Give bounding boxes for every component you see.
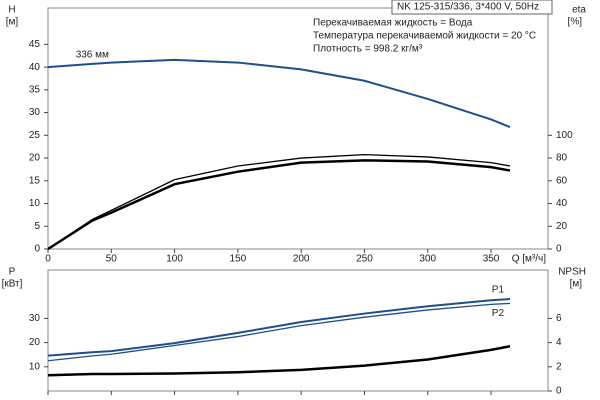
y2-axis-unit: [м] bbox=[570, 279, 583, 290]
x-axis-label: Q [м³/ч] bbox=[512, 254, 547, 265]
y-tick-label: 25 bbox=[29, 130, 41, 141]
y-axis-unit: [м] bbox=[6, 17, 19, 28]
series-label: P1 bbox=[492, 285, 505, 296]
y2-axis-label: NPSH bbox=[558, 267, 586, 278]
x-tick-label: 350 bbox=[483, 254, 500, 265]
x-tick-label: 300 bbox=[419, 254, 436, 265]
series-line bbox=[47, 302, 511, 362]
y2-tick-label: 2 bbox=[556, 361, 562, 372]
y-tick-label: 45 bbox=[29, 39, 41, 50]
y-tick-label: 20 bbox=[29, 337, 41, 348]
y2-tick-label: 80 bbox=[556, 153, 568, 164]
annotation: Температура перекачиваемой жидкости = 20… bbox=[313, 31, 536, 42]
y-axis-label: P bbox=[9, 267, 16, 278]
y2-tick-label: 0 bbox=[556, 386, 562, 397]
series-line bbox=[47, 153, 511, 250]
y2-tick-label: 40 bbox=[556, 198, 568, 209]
chart-title: NK 125-315/336, 3*400 V, 50Hz bbox=[397, 2, 539, 13]
y2-tick-label: 100 bbox=[556, 130, 573, 141]
y-tick-label: 30 bbox=[29, 313, 41, 324]
x-tick-label: 0 bbox=[45, 254, 51, 265]
series-label: 336 мм bbox=[76, 50, 109, 61]
y-axis-label: H bbox=[8, 5, 15, 16]
y2-axis-label: eta bbox=[572, 5, 586, 16]
y2-axis-unit: [%] bbox=[568, 17, 583, 28]
y-tick-label: 35 bbox=[29, 84, 41, 95]
x-tick-label: 50 bbox=[106, 254, 118, 265]
y2-tick-label: 0 bbox=[556, 244, 562, 255]
y2-tick-label: 20 bbox=[556, 221, 568, 232]
annotation: Перекачиваемая жидкость = Вода bbox=[313, 18, 473, 29]
y2-tick-label: 6 bbox=[556, 313, 562, 324]
y2-tick-label: 60 bbox=[556, 175, 568, 186]
title-box bbox=[391, 0, 553, 15]
series-line bbox=[47, 345, 511, 377]
plot-frame bbox=[47, 269, 549, 392]
plot-frame bbox=[47, 7, 549, 250]
series-line bbox=[47, 298, 511, 357]
series-label: P2 bbox=[492, 308, 505, 319]
y-tick-label: 15 bbox=[29, 175, 41, 186]
y-tick-label: 10 bbox=[29, 198, 41, 209]
y2-tick-label: 4 bbox=[556, 337, 562, 348]
y-tick-label: 30 bbox=[29, 107, 41, 118]
x-tick-label: 250 bbox=[356, 254, 373, 265]
annotation: Плотность = 998.2 кг/м³ bbox=[313, 44, 423, 55]
y-tick-label: 10 bbox=[29, 361, 41, 372]
y-tick-label: 40 bbox=[29, 62, 41, 73]
x-tick-label: 200 bbox=[293, 254, 310, 265]
y-tick-label: 5 bbox=[34, 221, 40, 232]
x-tick-label: 100 bbox=[166, 254, 183, 265]
y-tick-label: 20 bbox=[29, 153, 41, 164]
series-line bbox=[47, 58, 511, 129]
y-tick-label: 0 bbox=[34, 244, 40, 255]
x-tick-label: 150 bbox=[230, 254, 247, 265]
series-line bbox=[47, 159, 511, 251]
y-axis-unit: [кВт] bbox=[2, 279, 23, 290]
